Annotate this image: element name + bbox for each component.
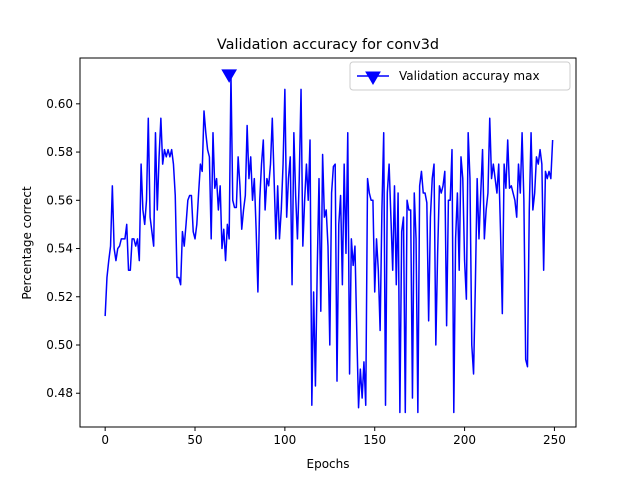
y-axis-ticks: 0.48 0.50 0.52 0.54 0.56 0.58 0.60: [46, 97, 80, 400]
x-axis-ticks: 0 50 100 150 200 250: [101, 427, 566, 447]
y-tick-label: 0.60: [46, 97, 73, 111]
x-tick-label: 200: [453, 433, 476, 447]
chart-title: Validation accuracy for conv3d: [217, 37, 439, 53]
x-tick-label: 0: [101, 433, 109, 447]
legend-box: [349, 61, 571, 91]
axes-layer: [79, 57, 577, 428]
x-tick-label: 100: [273, 433, 296, 447]
max-marker-triangle: [221, 69, 238, 83]
y-tick-label: 0.50: [46, 338, 73, 352]
y-tick-label: 0.56: [46, 193, 73, 207]
validation-accuracy-line: [104, 74, 554, 414]
legend-triangle-icon: [365, 71, 381, 85]
y-tick-label: 0.58: [46, 145, 73, 159]
x-tick-label: 150: [363, 433, 386, 447]
y-tick-label: 0.54: [46, 242, 73, 256]
plot-layer: [104, 69, 554, 414]
y-tick-label: 0.52: [46, 290, 73, 304]
x-tick-label: 50: [187, 433, 202, 447]
x-tick-label: 250: [543, 433, 566, 447]
y-tick-label: 0.48: [46, 386, 73, 400]
plot-frame: [79, 57, 577, 428]
x-axis-label: Epochs: [307, 457, 350, 471]
legend-label: Validation accuray max: [399, 69, 540, 83]
y-axis-label: Percentage correct: [20, 186, 34, 300]
legend: Validation accuray max: [349, 61, 571, 91]
